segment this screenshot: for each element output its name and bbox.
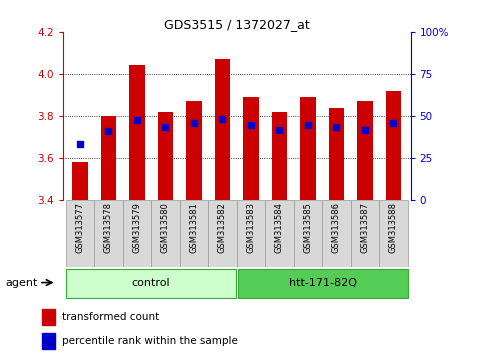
Bar bbox=[42, 309, 55, 325]
Point bbox=[361, 127, 369, 132]
Bar bbox=[94, 200, 123, 267]
Bar bbox=[151, 200, 180, 267]
Bar bbox=[186, 101, 202, 200]
Bar bbox=[66, 269, 236, 297]
Text: GSM313583: GSM313583 bbox=[246, 202, 256, 253]
Bar bbox=[351, 200, 379, 267]
Bar bbox=[214, 59, 230, 200]
Text: GSM313586: GSM313586 bbox=[332, 202, 341, 253]
Title: GDS3515 / 1372027_at: GDS3515 / 1372027_at bbox=[164, 18, 310, 31]
Point bbox=[76, 142, 84, 147]
Text: GSM313582: GSM313582 bbox=[218, 202, 227, 253]
Point bbox=[276, 127, 284, 132]
Bar bbox=[237, 200, 265, 267]
Bar bbox=[100, 116, 116, 200]
Bar bbox=[66, 200, 94, 267]
Bar bbox=[379, 200, 408, 267]
Point bbox=[190, 120, 198, 126]
Text: control: control bbox=[131, 278, 170, 287]
Bar bbox=[357, 101, 373, 200]
Text: GSM313579: GSM313579 bbox=[132, 202, 142, 253]
Text: GSM313581: GSM313581 bbox=[189, 202, 199, 253]
Bar bbox=[72, 162, 88, 200]
Text: GSM313580: GSM313580 bbox=[161, 202, 170, 253]
Bar bbox=[129, 65, 145, 200]
Text: agent: agent bbox=[5, 278, 37, 287]
Bar bbox=[385, 91, 401, 200]
Bar bbox=[322, 200, 351, 267]
Bar bbox=[271, 112, 287, 200]
Text: GSM313587: GSM313587 bbox=[360, 202, 369, 253]
Text: percentile rank within the sample: percentile rank within the sample bbox=[62, 336, 238, 346]
Text: htt-171-82Q: htt-171-82Q bbox=[289, 278, 357, 287]
Bar bbox=[157, 112, 173, 200]
Bar bbox=[328, 108, 344, 200]
Bar bbox=[208, 200, 237, 267]
Text: GSM313585: GSM313585 bbox=[303, 202, 313, 253]
Point bbox=[304, 122, 312, 128]
Text: GSM313577: GSM313577 bbox=[75, 202, 85, 253]
Bar bbox=[180, 200, 208, 267]
Bar bbox=[300, 97, 316, 200]
Point bbox=[104, 128, 112, 133]
Bar bbox=[123, 200, 151, 267]
Point bbox=[161, 125, 169, 130]
Point bbox=[390, 120, 398, 126]
Point bbox=[333, 125, 341, 130]
Text: transformed count: transformed count bbox=[62, 312, 159, 322]
Text: GSM313578: GSM313578 bbox=[104, 202, 113, 253]
Text: GSM313588: GSM313588 bbox=[389, 202, 398, 253]
Bar bbox=[265, 200, 294, 267]
Point bbox=[133, 117, 141, 123]
Bar bbox=[42, 333, 55, 349]
Bar bbox=[238, 269, 408, 297]
Bar bbox=[294, 200, 322, 267]
Bar bbox=[243, 97, 259, 200]
Text: GSM313584: GSM313584 bbox=[275, 202, 284, 253]
Point bbox=[247, 122, 255, 128]
Point bbox=[218, 116, 226, 122]
